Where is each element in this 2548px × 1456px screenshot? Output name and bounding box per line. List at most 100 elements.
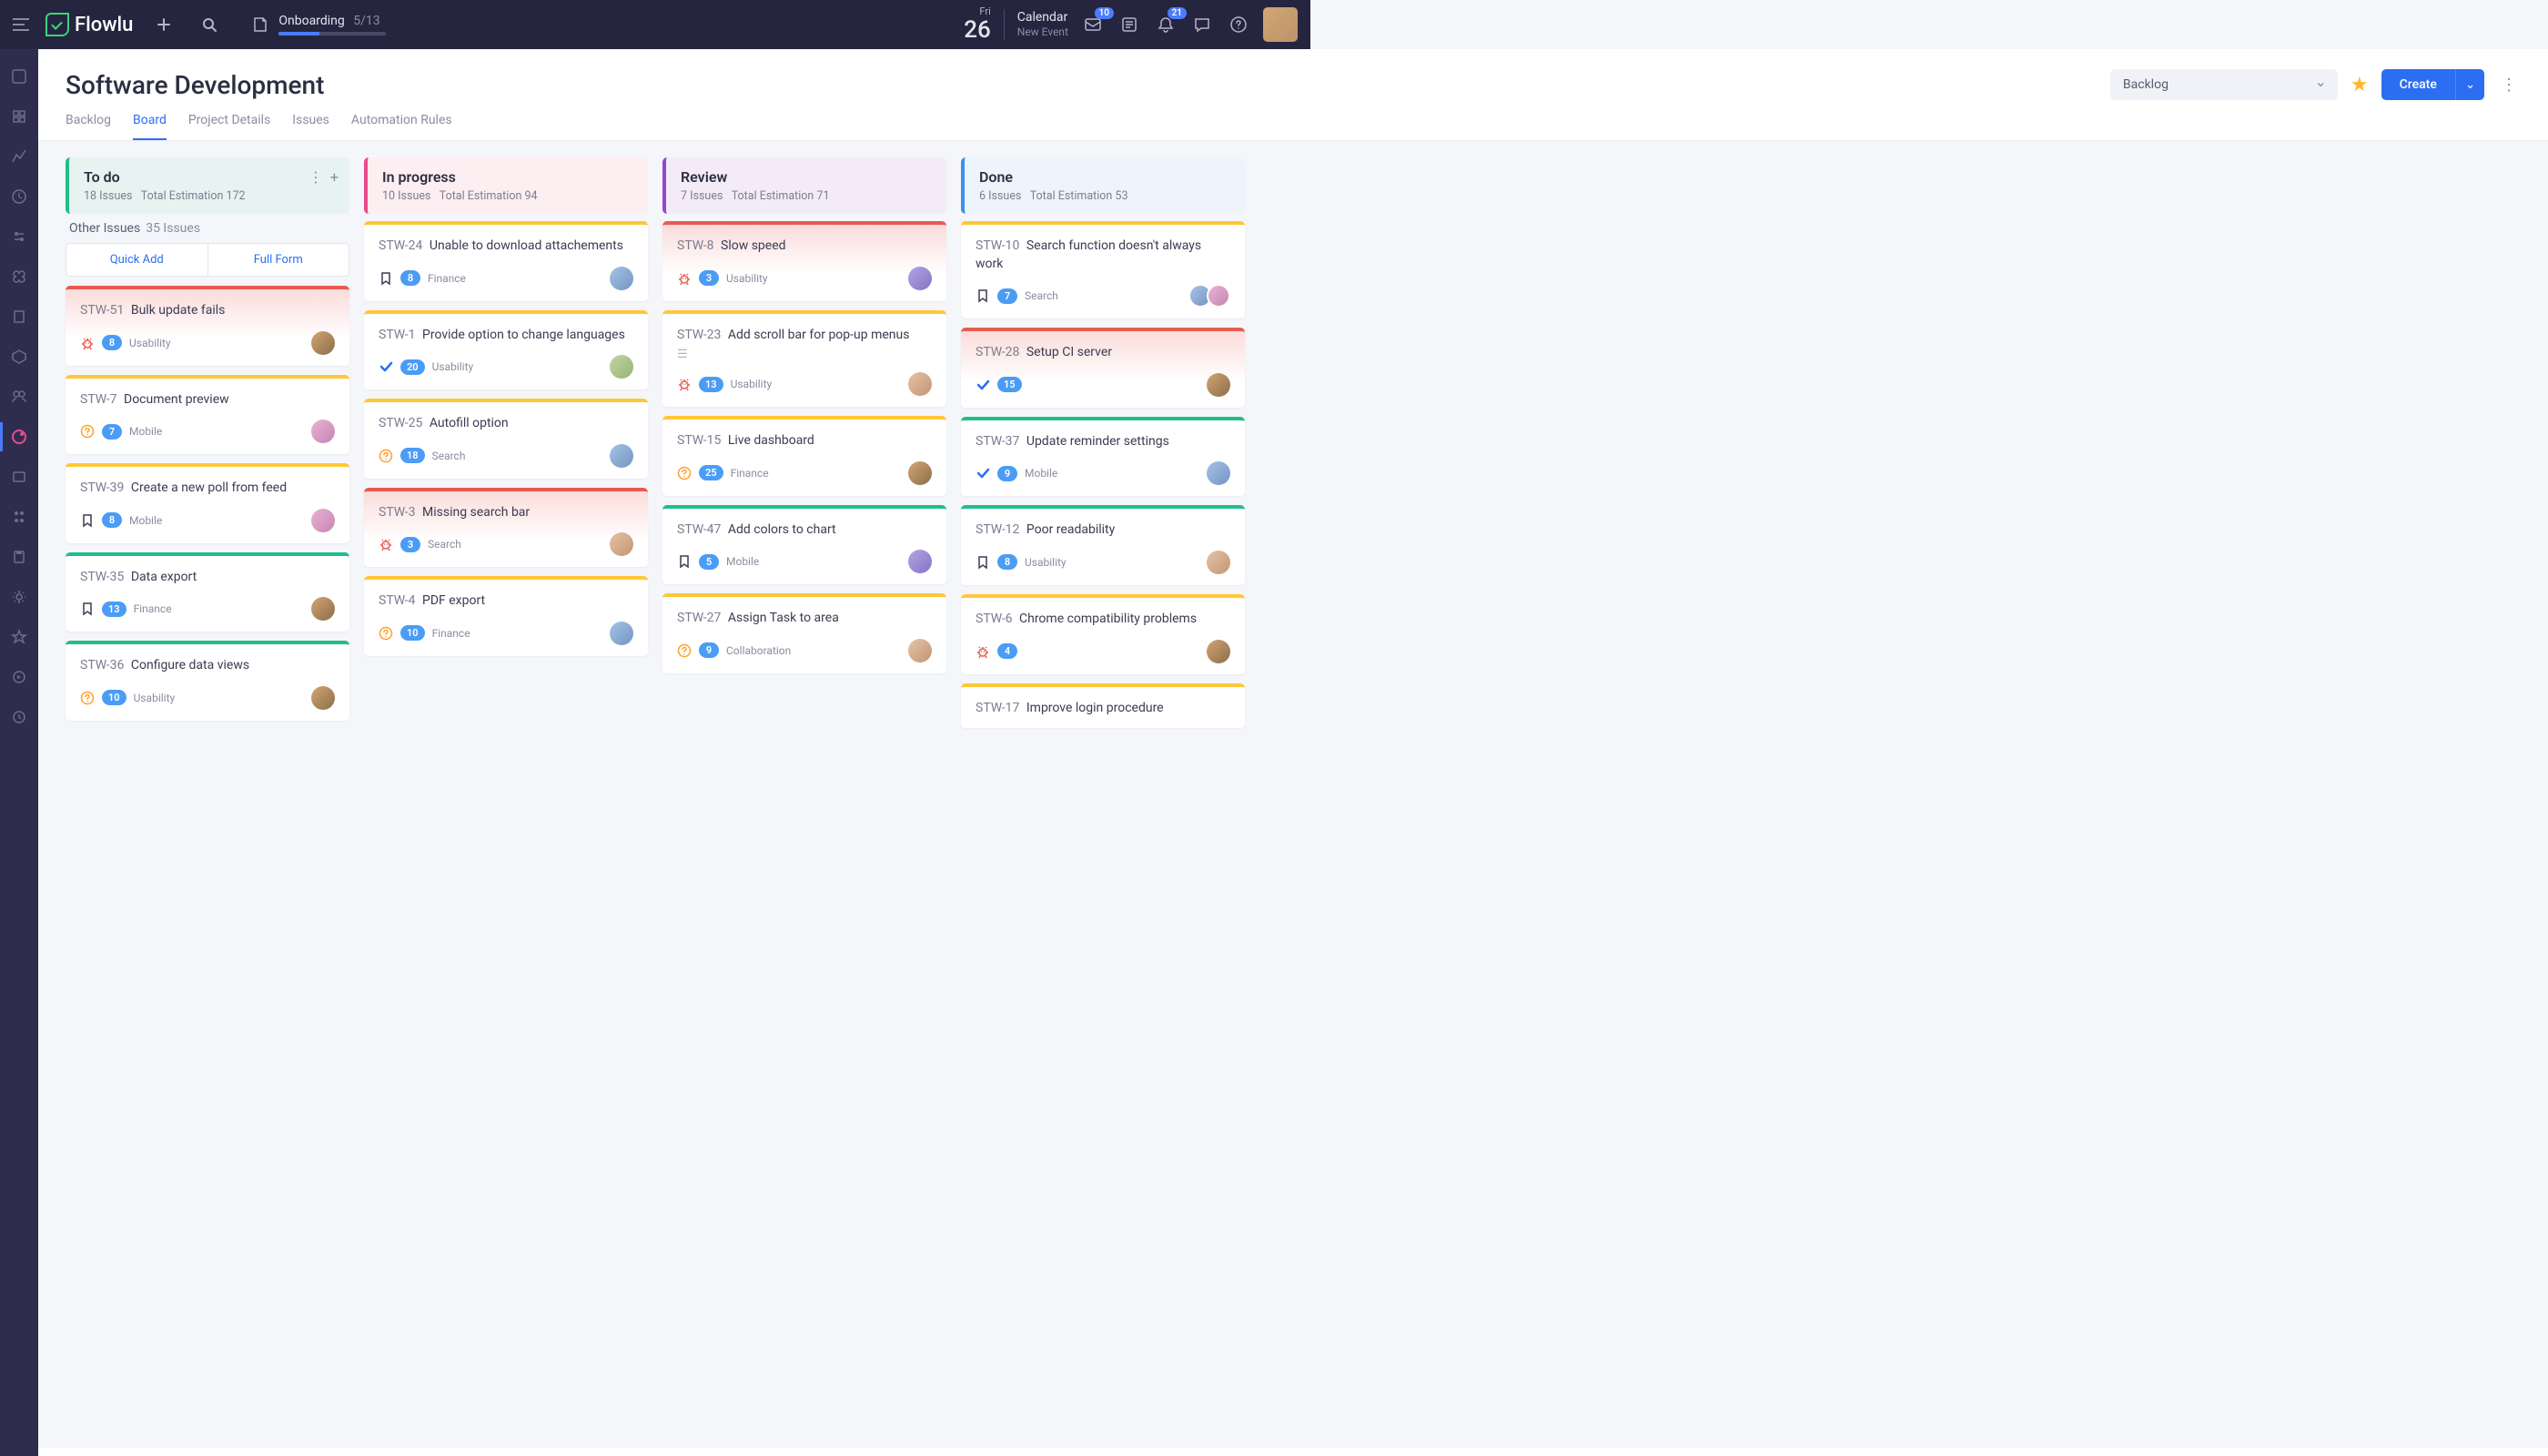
- sidebar: [0, 49, 38, 1456]
- card-stw-17[interactable]: STW-17 Improve login procedure: [961, 683, 1245, 729]
- card-stw-28[interactable]: STW-28 Setup CI server15: [961, 328, 1245, 408]
- card-tag: Usability: [726, 272, 768, 285]
- card-stw-4[interactable]: STW-4 PDF export10Finance: [364, 576, 648, 656]
- topbar-right: Fri 26 Calendar New Event 10 21: [964, 6, 1298, 44]
- column-more-icon[interactable]: ⋮: [308, 168, 323, 186]
- side-item-10[interactable]: [0, 457, 38, 497]
- card-stw-37[interactable]: STW-37 Update reminder settings9Mobile: [961, 417, 1245, 497]
- card-title: STW-35 Data export: [80, 569, 335, 587]
- inbox-button[interactable]: 10: [1081, 13, 1105, 36]
- tab-issues[interactable]: Issues: [292, 113, 329, 140]
- side-item-13[interactable]: [0, 577, 38, 617]
- column-add-icon[interactable]: +: [330, 168, 339, 186]
- create-button[interactable]: Create: [2381, 69, 2455, 100]
- card-stw-8[interactable]: STW-8 Slow speed3Usability: [662, 221, 946, 301]
- side-item-9[interactable]: [0, 377, 38, 417]
- side-item-5[interactable]: [0, 217, 38, 257]
- side-item-14[interactable]: [0, 617, 38, 657]
- side-item-2[interactable]: [0, 96, 38, 136]
- card-stw-6[interactable]: STW-6 Chrome compatibility problems 4: [961, 594, 1245, 674]
- calendar-block[interactable]: Calendar New Event: [1017, 9, 1068, 40]
- card-stw-24[interactable]: STW-24 Unable to download attachements8F…: [364, 221, 648, 301]
- date-block[interactable]: Fri 26: [964, 6, 991, 44]
- app-name: Flowlu: [75, 14, 133, 36]
- card-stw-10[interactable]: STW-10 Search function doesn't always wo…: [961, 221, 1245, 318]
- card-stw-3[interactable]: STW-3 Missing search bar3Search: [364, 488, 648, 568]
- column-header-review: Review7 Issues Total Estimation 71: [662, 157, 946, 214]
- side-item-12[interactable]: [0, 537, 38, 577]
- card-meta: 4: [976, 640, 1230, 663]
- card-stw-7[interactable]: STW-7 Document preview7Mobile: [66, 375, 349, 455]
- side-item-4[interactable]: [0, 177, 38, 217]
- card-title: STW-15 Live dashboard: [677, 432, 932, 450]
- card-title: STW-6 Chrome compatibility problems: [976, 611, 1230, 629]
- bug-icon: [677, 377, 692, 391]
- card-title: STW-51 Bulk update fails: [80, 302, 335, 320]
- tab-backlog[interactable]: Backlog: [66, 113, 111, 140]
- question-icon: [677, 643, 692, 658]
- full-form-button[interactable]: Full Form: [207, 244, 349, 276]
- tab-project-details[interactable]: Project Details: [188, 113, 270, 140]
- columns: To do18 Issues Total Estimation 172⋮+Oth…: [66, 157, 2521, 737]
- tab-board[interactable]: Board: [133, 113, 167, 140]
- column-todo: To do18 Issues Total Estimation 172⋮+Oth…: [66, 157, 349, 737]
- card-meta: 9Mobile: [976, 461, 1230, 485]
- card-stw-47[interactable]: STW-47 Add colors to chart5Mobile: [662, 505, 946, 585]
- more-icon[interactable]: ⋮: [2497, 76, 2521, 95]
- card-stw-36[interactable]: STW-36 Configure data views10Usability: [66, 641, 349, 721]
- create-dropdown[interactable]: ⌄: [2455, 69, 2484, 100]
- star-icon[interactable]: ★: [2351, 74, 2369, 96]
- side-item-15[interactable]: [0, 657, 38, 697]
- card-stw-35[interactable]: STW-35 Data export13Finance: [66, 552, 349, 632]
- chat-button[interactable]: [1190, 13, 1214, 36]
- card-tag: Search: [428, 538, 461, 551]
- card-tag: Usability: [134, 692, 176, 704]
- column-sub: 18 Issues Total Estimation 172: [84, 189, 335, 203]
- logo[interactable]: Flowlu: [46, 13, 133, 36]
- side-item-3[interactable]: [0, 136, 38, 177]
- view-select[interactable]: Backlog: [2110, 69, 2338, 100]
- date-number: 26: [964, 17, 991, 44]
- side-item-6[interactable]: [0, 257, 38, 297]
- side-item-8[interactable]: [0, 337, 38, 377]
- assignee-avatar: [1207, 640, 1230, 663]
- quick-add-button[interactable]: Quick Add: [66, 244, 207, 276]
- menu-icon[interactable]: [13, 18, 29, 31]
- card-tag: Mobile: [129, 514, 162, 527]
- column-sub: 6 Issues Total Estimation 53: [979, 189, 1230, 203]
- card-stw-15[interactable]: STW-15 Live dashboard25Finance: [662, 416, 946, 496]
- description-icon: ☰: [677, 348, 932, 361]
- page-header: Software Development Backlog ★ Create ⌄ …: [38, 49, 2548, 141]
- card-tag: Search: [1025, 289, 1058, 302]
- side-item-active[interactable]: [0, 417, 38, 457]
- help-button[interactable]: [1227, 13, 1250, 36]
- card-stw-27[interactable]: STW-27 Assign Task to area9Collaboration: [662, 593, 946, 673]
- side-item-16[interactable]: [0, 697, 38, 737]
- main: Software Development Backlog ★ Create ⌄ …: [38, 49, 2548, 1456]
- card-stw-1[interactable]: STW-1 Provide option to change languages…: [364, 310, 648, 390]
- onboarding[interactable]: Onboarding 5/13: [251, 14, 386, 35]
- column-header-progress: In progress10 Issues Total Estimation 94: [364, 157, 648, 214]
- view-select-wrap[interactable]: Backlog: [2110, 69, 2338, 100]
- search-button[interactable]: [195, 10, 224, 39]
- tab-automation-rules[interactable]: Automation Rules: [351, 113, 452, 140]
- side-item-7[interactable]: [0, 297, 38, 337]
- card-count: 13: [699, 377, 723, 392]
- card-stw-25[interactable]: STW-25 Autofill option18Search: [364, 399, 648, 479]
- card-tag: Usability: [129, 337, 171, 349]
- calendar-sub: New Event: [1017, 25, 1068, 40]
- card-stw-39[interactable]: STW-39 Create a new poll from feed8Mobil…: [66, 463, 349, 543]
- side-item-1[interactable]: [0, 56, 38, 96]
- column-title: Done: [979, 168, 1230, 186]
- card-stw-23[interactable]: STW-23 Add scroll bar for pop-up menus☰1…: [662, 310, 946, 408]
- card-stw-51[interactable]: STW-51 Bulk update fails8Usability: [66, 286, 349, 366]
- card-stw-12[interactable]: STW-12 Poor readability8Usability: [961, 505, 1245, 585]
- bell-button[interactable]: 21: [1154, 13, 1178, 36]
- user-avatar[interactable]: [1263, 7, 1298, 42]
- card-meta: 7Mobile: [80, 420, 335, 443]
- notes-button[interactable]: [1117, 13, 1141, 36]
- add-button[interactable]: [149, 10, 178, 39]
- assignee-avatar: [908, 550, 932, 573]
- bookmark-icon: [976, 288, 990, 303]
- side-item-11[interactable]: [0, 497, 38, 537]
